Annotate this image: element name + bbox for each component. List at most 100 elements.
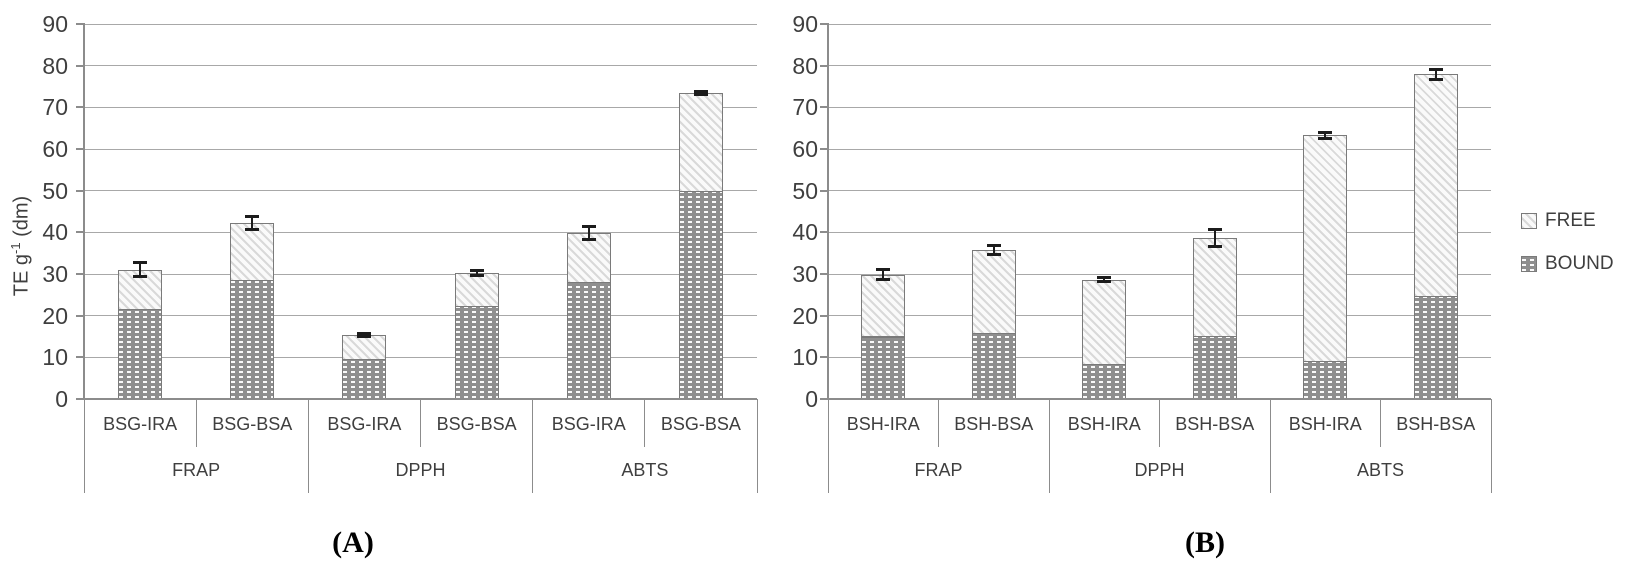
group-label: FRAP — [914, 459, 963, 480]
bar-segment-free — [1192, 237, 1237, 337]
error-bar-cap — [986, 244, 1001, 248]
table-separator — [1159, 399, 1160, 447]
bar-segment-free — [678, 92, 723, 192]
y-tick-label: 20 — [792, 302, 818, 329]
error-bar-cap — [1097, 280, 1112, 284]
category-label: BSG-BSA — [212, 413, 293, 434]
bar-segment-free — [566, 233, 611, 284]
y-axis-tick — [76, 148, 84, 150]
category-label: BSH-BSA — [954, 413, 1034, 434]
bar-segment-bound — [861, 336, 906, 399]
y-axis-tick — [76, 189, 84, 192]
error-bar-cap — [876, 268, 891, 272]
table-separator — [1490, 399, 1492, 493]
y-axis-line — [827, 23, 829, 399]
error-bar-line — [475, 270, 478, 276]
y-tick-label: 10 — [792, 344, 818, 371]
bar-segment-free — [230, 223, 275, 282]
bar-segment-free — [971, 249, 1016, 335]
y-tick-label: 90 — [42, 11, 68, 37]
gridline — [828, 315, 1491, 317]
gridline — [828, 148, 1491, 150]
gridline — [84, 65, 757, 67]
category-label: BSH-BSA — [1396, 413, 1476, 434]
y-axis-tick — [76, 314, 84, 317]
bar-segment-bound — [230, 280, 275, 399]
legend-item-bound: BOUND — [1521, 253, 1614, 274]
caption-panel-a: (A) — [332, 526, 374, 559]
error-bar-cap — [581, 225, 596, 229]
y-tick-label: 0 — [55, 386, 68, 412]
y-axis-tick — [76, 23, 84, 25]
group-label: FRAP — [172, 459, 221, 480]
error-bar-cap — [1428, 77, 1443, 81]
table-separator — [420, 399, 421, 447]
error-bar-cap — [133, 275, 148, 279]
bar-segment-free — [1303, 135, 1348, 362]
x-axis-line — [820, 398, 1491, 400]
bar-segment-bound — [342, 359, 387, 399]
table-separator — [307, 399, 309, 493]
y-axis-tick — [820, 273, 828, 275]
error-bar-cap — [133, 261, 148, 265]
table-separator — [1380, 399, 1381, 447]
y-axis-tick — [820, 148, 828, 150]
table-separator — [938, 399, 939, 447]
error-bar-cap — [1318, 130, 1333, 134]
table-separator — [1048, 399, 1050, 493]
error-bar-cap — [1428, 67, 1443, 71]
y-axis-tick — [76, 64, 84, 67]
gridline — [828, 273, 1491, 275]
caption-panel-b: (B) — [1185, 526, 1225, 559]
category-label: BSG-IRA — [103, 413, 178, 434]
gridline — [828, 23, 1491, 25]
gridline — [828, 190, 1491, 192]
table-separator — [195, 399, 197, 447]
error-bar-line — [587, 226, 590, 240]
error-bar-cap — [245, 215, 260, 218]
bar-segment-bound — [1303, 360, 1348, 399]
legend-item-free: FREE — [1521, 210, 1614, 231]
error-bar-cap — [581, 237, 596, 241]
error-bar-line — [992, 245, 995, 254]
legend-label-bound: BOUND — [1545, 253, 1614, 274]
gridline — [84, 190, 757, 192]
y-tick-label: 30 — [42, 261, 68, 287]
bar-segment-free — [342, 334, 387, 360]
error-bar-cap — [1318, 136, 1333, 140]
free-pattern-swatch-icon — [1521, 212, 1537, 229]
gridline — [84, 148, 757, 150]
group-label: DPPH — [395, 459, 446, 480]
error-bar-cap — [245, 228, 260, 232]
y-axis-tick — [820, 106, 828, 109]
y-tick-label: 50 — [42, 177, 68, 204]
y-tick-label: 30 — [792, 261, 818, 287]
bar-segment-bound — [118, 309, 163, 399]
y-axis-line — [83, 23, 85, 399]
bar-segment-bound — [678, 190, 723, 399]
error-bar-line — [882, 269, 885, 280]
legend-label-free: FREE — [1545, 210, 1596, 231]
error-bar-cap — [986, 252, 1001, 256]
y-axis-tick — [820, 189, 828, 192]
bound-pattern-swatch-icon — [1521, 255, 1537, 272]
error-bar-cap — [1097, 276, 1112, 280]
error-bar-cap — [876, 278, 891, 282]
category-label: BSG-IRA — [327, 413, 402, 434]
y-tick-label: 90 — [792, 11, 818, 37]
gridline — [84, 315, 757, 317]
error-bar-cap — [1207, 227, 1222, 231]
y-tick-label: 40 — [42, 219, 68, 246]
category-label: BSG-BSA — [436, 413, 517, 434]
legend: FREE BOUND — [1521, 210, 1614, 298]
y-axis-tick — [820, 23, 828, 25]
gridline — [828, 231, 1491, 233]
error-bar-cap — [1207, 245, 1222, 248]
gridline — [84, 356, 757, 358]
error-bar-cap — [693, 90, 708, 93]
category-label: BSG-IRA — [551, 413, 626, 434]
bar-segment-bound — [566, 282, 611, 399]
group-label: ABTS — [1356, 459, 1404, 480]
error-bar-cap — [357, 332, 372, 336]
